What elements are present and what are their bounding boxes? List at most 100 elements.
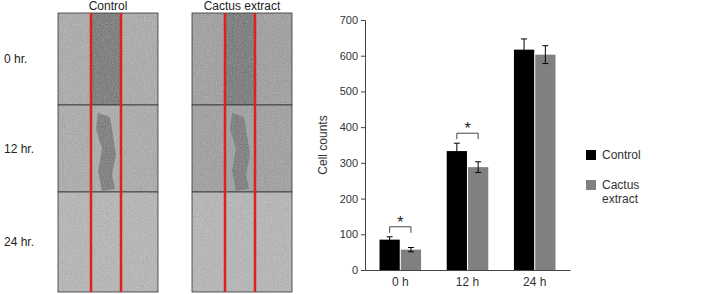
texture (58, 13, 158, 105)
legend-item: Control (586, 148, 641, 162)
error-bar-cap (475, 161, 481, 162)
y-tick-label: 500 (340, 85, 358, 97)
error-bar-cap (475, 172, 481, 173)
bar (380, 240, 400, 270)
y-tick-label: 700 (340, 14, 358, 26)
error-bar-cap (454, 158, 460, 159)
y-tick-label: 0 (352, 264, 358, 276)
legend-swatch (586, 180, 596, 190)
y-tick-label: 300 (340, 157, 358, 169)
significance-label: * (464, 120, 470, 137)
y-axis: 0 100 200 300 400 500 600 700 (340, 14, 366, 276)
micrograph-column (192, 13, 292, 292)
y-tick-label: 100 (340, 228, 358, 240)
texture (58, 192, 158, 292)
x-tick-label: 0 h (392, 275, 409, 289)
micrograph-border (192, 105, 292, 192)
error-bar-stem (410, 248, 411, 252)
micrograph (58, 105, 158, 192)
scratch-edge (120, 13, 123, 292)
error-bar-stem (545, 46, 546, 64)
y-tick: 500 (340, 85, 365, 97)
y-tick-mark (361, 163, 365, 164)
error-bar-cap (542, 63, 548, 64)
texture (192, 13, 292, 105)
y-tick-label: 200 (340, 193, 358, 205)
series (401, 46, 556, 270)
y-tick: 200 (340, 193, 365, 205)
micrograph-border (58, 105, 158, 192)
y-tick-mark (361, 234, 365, 235)
error-bar-stem (389, 237, 390, 243)
y-tick-mark (361, 56, 365, 57)
x-axis-line (366, 270, 571, 271)
micrograph-border (192, 13, 292, 105)
bar (468, 167, 488, 270)
y-tick: 400 (340, 121, 365, 133)
bar (447, 151, 467, 270)
y-tick-label: 600 (340, 50, 358, 62)
y-tick-mark (361, 199, 365, 200)
y-tick-mark (361, 127, 365, 128)
row-label: 12 hr. (4, 142, 34, 156)
y-tick-label: 400 (340, 121, 358, 133)
error-bar-cap (542, 45, 548, 46)
x-tick: 24 h (523, 270, 546, 289)
y-tick-mark (361, 270, 365, 271)
micrograph-border (58, 192, 158, 292)
error-bar (387, 237, 393, 243)
error-bar-cap (521, 60, 527, 61)
micrograph (192, 13, 292, 105)
legend: Control Cactusextract (586, 148, 641, 206)
error-bar (521, 39, 527, 60)
micrograph (192, 192, 292, 292)
error-bar-cap (454, 143, 460, 144)
micrograph-column (58, 13, 158, 292)
error-bar-cap (521, 38, 527, 39)
texture (58, 105, 158, 192)
error-bar-stem (478, 162, 479, 173)
column-title: Control (89, 0, 128, 13)
texture (192, 192, 292, 292)
error-bar (454, 143, 460, 159)
micrograph (58, 192, 158, 292)
micrograph-border (192, 192, 292, 292)
y-tick: 0 (352, 264, 365, 276)
row-label: 24 hr. (4, 235, 34, 249)
legend-label: Control (602, 148, 641, 162)
y-tick-mark (361, 20, 365, 21)
error-bar-cap (387, 236, 393, 237)
error-bar-stem (524, 39, 525, 60)
bar (401, 250, 421, 270)
x-tick: 12 h (456, 270, 479, 289)
error-bar-cap (387, 242, 393, 243)
error-bar-cap (408, 247, 414, 248)
scratch-edge (90, 13, 93, 292)
legend-swatch (586, 150, 596, 160)
y-tick: 100 (340, 228, 365, 240)
y-tick: 700 (340, 14, 365, 26)
micrograph-border (58, 13, 158, 105)
y-tick-mark (361, 91, 365, 92)
error-bar-cap (408, 251, 414, 252)
x-tick: 0 h (392, 270, 409, 289)
micrograph (192, 105, 292, 192)
plot-area (380, 39, 556, 270)
y-tick: 300 (340, 157, 365, 169)
error-bar (542, 46, 548, 64)
bar (535, 55, 555, 270)
y-axis-line (361, 21, 366, 271)
legend-item: Cactusextract (586, 178, 639, 206)
error-bar (408, 248, 414, 252)
x-tick-label: 12 h (456, 275, 479, 289)
legend-label: Cactusextract (602, 178, 639, 206)
x-tick-label: 24 h (523, 275, 546, 289)
series (380, 39, 535, 270)
micrograph (58, 13, 158, 105)
error-bar-stem (456, 143, 457, 159)
texture (192, 105, 292, 192)
bar (514, 50, 534, 270)
figure: ControlCactus extract0 hr.12 hr.24 hr.01… (0, 0, 708, 294)
significance-label: * (397, 214, 403, 231)
scratch-edge (254, 13, 257, 292)
